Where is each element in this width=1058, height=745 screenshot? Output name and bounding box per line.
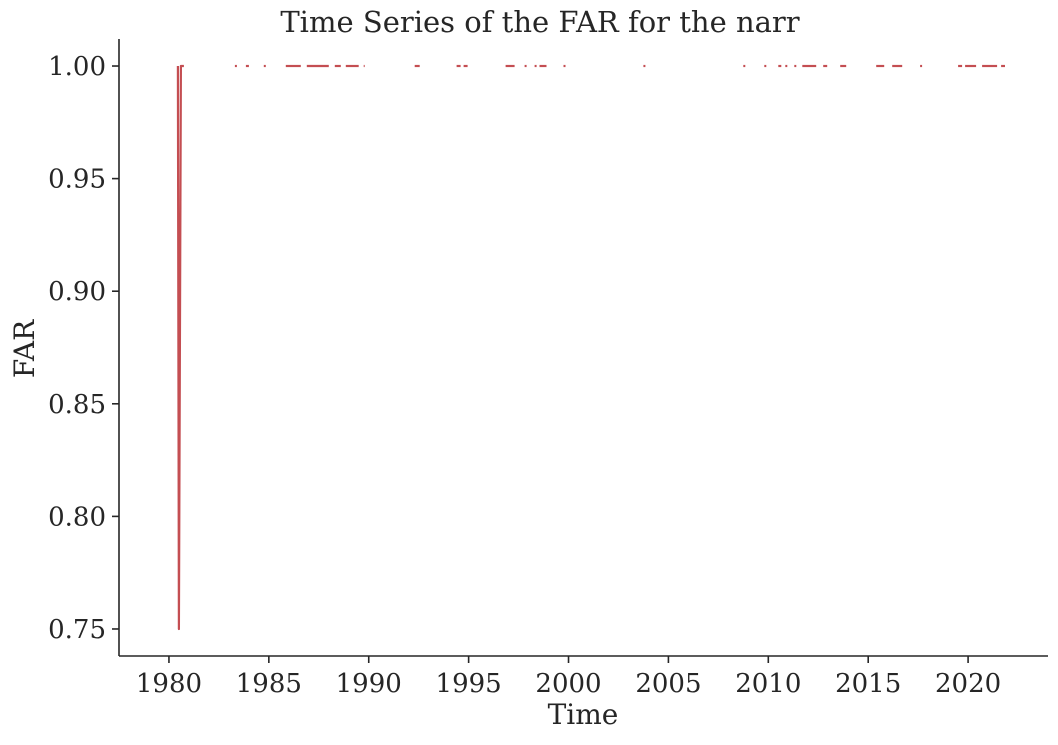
x-axis-label: Time [548, 698, 619, 731]
y-tick-label: 0.85 [48, 390, 106, 420]
x-tick-label: 1985 [236, 669, 302, 699]
series-layer [176, 64, 1005, 631]
x-tick-label: 2015 [835, 669, 901, 699]
y-tick-label: 0.75 [48, 615, 106, 645]
far-series-segment [176, 64, 184, 631]
x-tick-label: 2010 [735, 669, 801, 699]
y-tick-label: 0.95 [48, 165, 106, 195]
chart-title: Time Series of the FAR for the narr [280, 5, 799, 39]
x-tick-label: 2020 [935, 669, 1001, 699]
x-axis-ticks: 1980 1985 1990 1995 2000 2005 2010 2015 2020 [136, 656, 1001, 699]
y-tick-label: 0.90 [48, 277, 106, 307]
y-axis-label: FAR [8, 319, 41, 378]
y-tick-label: 0.80 [48, 502, 106, 532]
x-tick-label: 2005 [635, 669, 701, 699]
x-tick-label: 1995 [436, 669, 502, 699]
y-axis-ticks: 0.75 0.80 0.85 0.90 0.95 1.00 [48, 52, 119, 645]
x-tick-label: 1990 [336, 669, 402, 699]
x-tick-label: 1980 [136, 669, 202, 699]
y-tick-label: 1.00 [48, 52, 106, 82]
x-tick-label: 2000 [535, 669, 601, 699]
